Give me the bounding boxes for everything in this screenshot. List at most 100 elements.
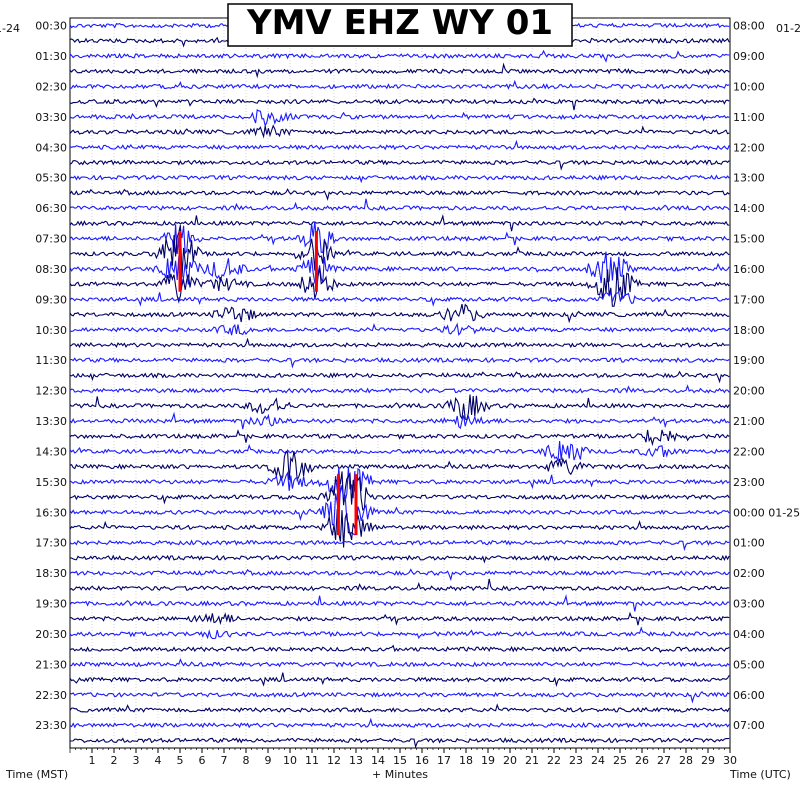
x-tick-labels: 1 2 3 4 5 6 7 8 9 10 11 12 13 14 15 16 17 18 19 20 21 22 23 24 2… — [69, 748, 737, 767]
left-tick-label: 22:30 — [35, 689, 67, 702]
x-tick-label: 27 — [657, 754, 671, 767]
seismic-trace — [69, 267, 730, 307]
left-tick-label: 00:30 — [35, 20, 67, 33]
x-tick-label: 30 — [723, 754, 737, 767]
right-tick-label: 03:00 — [733, 598, 765, 611]
left-tick-label: 17:30 — [35, 537, 67, 550]
right-tick-labels: 08:00 09:00 10:00 11:00 12:00 13:00 14:00 15:00… — [733, 20, 800, 733]
x-tick-label: 25 — [613, 754, 627, 767]
left-tick-label: 01:30 — [35, 50, 67, 63]
x-tick-label: 15 — [393, 754, 407, 767]
seismic-trace — [69, 703, 730, 713]
left-axis-label: Time (MST) — [5, 768, 68, 781]
left-tick-label: 04:30 — [35, 141, 67, 154]
left-tick-label: 11:30 — [35, 354, 67, 367]
seismic-trace — [69, 225, 730, 278]
seismic-trace — [69, 370, 730, 384]
seismic-trace — [69, 690, 730, 704]
seismic-trace — [69, 337, 730, 349]
x-tick-label: 17 — [437, 754, 451, 767]
left-tick-label: 21:30 — [35, 658, 67, 671]
x-tick-label: 6 — [199, 754, 206, 767]
x-tick-label: 8 — [243, 754, 250, 767]
seismic-trace — [70, 356, 730, 369]
right-tick-label: 09:00 — [733, 50, 765, 63]
chart-title: YMV EHZ WY 01 — [246, 3, 553, 43]
seismic-trace — [69, 672, 730, 688]
right-tick-label: 10:00 — [733, 80, 765, 93]
seismic-trace — [69, 594, 730, 612]
seismic-trace — [69, 62, 730, 79]
right-tick-label: 22:00 — [733, 445, 765, 458]
x-tick-label: 10 — [283, 754, 297, 767]
x-tick-label: 20 — [503, 754, 517, 767]
seismic-trace — [69, 411, 730, 430]
x-tick-label: 16 — [415, 754, 429, 767]
x-tick-label: 24 — [591, 754, 605, 767]
seismic-trace — [69, 717, 730, 729]
x-tick-label: 28 — [679, 754, 693, 767]
seismic-trace — [69, 139, 730, 151]
left-tick-label: 12:30 — [35, 385, 67, 398]
seismic-trace — [69, 539, 730, 552]
x-tick-label: 5 — [177, 754, 184, 767]
right-tick-label: 11:00 — [733, 111, 765, 124]
seismic-trace — [69, 467, 730, 502]
event-layer — [178, 230, 358, 536]
x-tick-label: 26 — [635, 754, 649, 767]
x-tick-label: 18 — [459, 754, 473, 767]
right-corner-label: 01-25 — [776, 22, 800, 35]
seismic-trace — [69, 322, 730, 337]
seismic-trace — [69, 290, 730, 307]
left-tick-label: 19:30 — [35, 598, 67, 611]
seismic-trace — [69, 159, 730, 171]
left-tick-label: 23:30 — [35, 719, 67, 732]
seismic-trace — [69, 198, 730, 212]
seismic-trace — [69, 626, 730, 640]
left-tick-label: 08:30 — [35, 263, 67, 276]
x-tick-label: 29 — [701, 754, 715, 767]
left-tick-label: 07:30 — [35, 233, 67, 246]
left-tick-label: 09:30 — [35, 293, 67, 306]
seismic-trace — [69, 450, 730, 482]
x-tick-label: 13 — [349, 754, 363, 767]
right-tick-label: 23:00 — [733, 476, 765, 489]
title-box — [227, 3, 573, 47]
right-tick-label: 15:00 — [733, 233, 765, 246]
left-tick-label: 16:30 — [35, 506, 67, 519]
seismic-trace — [69, 578, 730, 592]
seismic-trace — [69, 188, 730, 201]
right-tick-label: 16:00 — [733, 263, 765, 276]
x-tick-label: 14 — [371, 754, 385, 767]
left-tick-label: 06:30 — [35, 202, 67, 215]
right-tick-label: 20:00 — [733, 385, 765, 398]
seismic-trace — [69, 97, 730, 111]
right-tick-label: 19:00 — [733, 354, 765, 367]
x-tick-label: 3 — [133, 754, 140, 767]
right-tick-label: 13:00 — [733, 172, 765, 185]
x-tick-label: 19 — [481, 754, 495, 767]
left-tick-label: 02:30 — [35, 80, 67, 93]
seismic-trace — [69, 611, 730, 626]
x-axis-label: + Minutes — [372, 768, 428, 781]
seismic-trace — [69, 124, 730, 139]
seismic-trace — [69, 109, 730, 128]
left-corner-label: 01-24 — [0, 22, 20, 35]
x-tick-label: 4 — [155, 754, 162, 767]
right-tick-label: 05:00 — [733, 658, 765, 671]
x-tick-label: 1 — [89, 754, 96, 767]
right-tick-label: 21:00 — [733, 415, 765, 428]
right-tick-label: 07:00 — [733, 719, 765, 732]
right-tick-label: 12:00 — [733, 141, 765, 154]
right-tick-label: 01:00 — [733, 537, 765, 550]
x-tick-label: 22 — [547, 754, 561, 767]
seismic-trace — [69, 384, 730, 394]
right-tick-label: 08:00 — [733, 20, 765, 33]
seismic-trace — [69, 429, 730, 447]
seismic-trace — [69, 471, 730, 511]
x-tick-label: 21 — [525, 754, 539, 767]
seismic-trace — [69, 737, 730, 749]
seismic-trace — [69, 568, 730, 582]
seismic-trace — [69, 487, 730, 536]
right-axis-label: Time (UTC) — [729, 768, 791, 781]
